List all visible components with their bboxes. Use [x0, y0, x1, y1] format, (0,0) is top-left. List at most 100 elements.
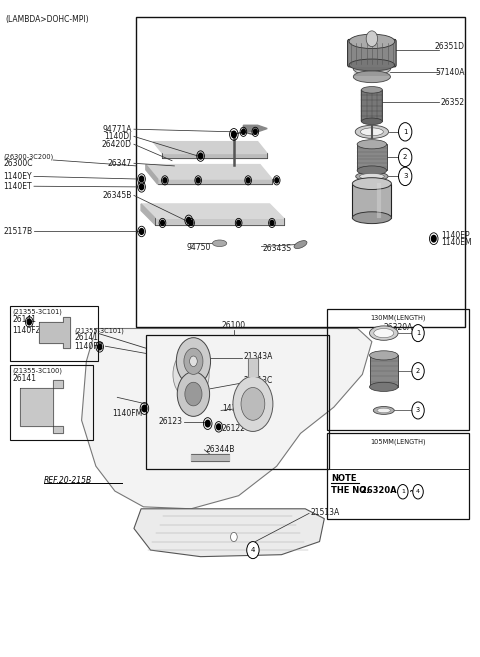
- Ellipse shape: [294, 240, 307, 248]
- Text: 26100: 26100: [222, 321, 246, 330]
- Polygon shape: [146, 165, 272, 179]
- Text: 2: 2: [416, 368, 420, 374]
- Circle shape: [398, 148, 412, 167]
- Circle shape: [237, 220, 240, 225]
- Circle shape: [398, 123, 412, 141]
- Circle shape: [412, 402, 424, 419]
- Circle shape: [270, 220, 274, 225]
- Circle shape: [27, 319, 31, 325]
- Circle shape: [397, 484, 408, 499]
- Circle shape: [140, 229, 144, 235]
- Ellipse shape: [349, 59, 395, 71]
- Text: 105MM(LENGTH): 105MM(LENGTH): [370, 439, 426, 445]
- Circle shape: [253, 129, 257, 134]
- Text: 1140EY: 1140EY: [3, 172, 32, 181]
- Circle shape: [97, 344, 102, 350]
- Circle shape: [366, 31, 378, 47]
- Text: 1140DJ: 1140DJ: [104, 132, 132, 141]
- Circle shape: [413, 484, 423, 499]
- Polygon shape: [191, 455, 229, 461]
- Text: 1140FZ: 1140FZ: [12, 326, 41, 335]
- Bar: [10, 306, 98, 361]
- Polygon shape: [163, 154, 267, 158]
- Text: 26141: 26141: [12, 315, 36, 325]
- Ellipse shape: [377, 408, 390, 413]
- Ellipse shape: [352, 177, 391, 189]
- Text: 1140EP: 1140EP: [441, 231, 469, 240]
- Text: 1: 1: [416, 330, 420, 336]
- Circle shape: [205, 420, 210, 427]
- Text: 26345B: 26345B: [102, 191, 132, 200]
- Text: (26300-3C200): (26300-3C200): [3, 154, 53, 160]
- Text: 26343S: 26343S: [263, 244, 291, 253]
- Text: 94771A: 94771A: [102, 125, 132, 133]
- Text: 26320A :: 26320A :: [361, 486, 406, 495]
- Ellipse shape: [360, 173, 384, 179]
- Circle shape: [140, 176, 144, 182]
- FancyBboxPatch shape: [348, 39, 396, 67]
- Bar: [357, 145, 386, 171]
- Circle shape: [181, 361, 201, 388]
- Text: 1: 1: [401, 489, 405, 494]
- Circle shape: [177, 372, 210, 417]
- Bar: [370, 355, 398, 387]
- Circle shape: [173, 350, 209, 399]
- Text: 94750: 94750: [186, 242, 211, 252]
- Text: 26113C: 26113C: [243, 376, 273, 386]
- Ellipse shape: [349, 34, 395, 49]
- Circle shape: [247, 541, 259, 558]
- Text: 3: 3: [403, 173, 408, 179]
- Text: 2: 2: [403, 154, 408, 160]
- Bar: [327, 434, 469, 518]
- Ellipse shape: [361, 87, 383, 93]
- Polygon shape: [243, 125, 267, 132]
- Text: 21517B: 21517B: [3, 227, 32, 236]
- Polygon shape: [141, 204, 156, 225]
- Text: 26141: 26141: [74, 332, 98, 342]
- Text: 26352: 26352: [441, 98, 465, 107]
- PathPatch shape: [82, 328, 372, 509]
- Polygon shape: [146, 165, 158, 184]
- Text: THE NO.: THE NO.: [331, 486, 370, 495]
- Ellipse shape: [213, 240, 227, 246]
- Ellipse shape: [370, 382, 398, 392]
- Circle shape: [198, 153, 203, 159]
- Circle shape: [142, 405, 147, 412]
- Ellipse shape: [360, 128, 384, 136]
- Text: (21355-3C101): (21355-3C101): [74, 327, 124, 334]
- Circle shape: [275, 178, 278, 183]
- Ellipse shape: [355, 125, 388, 139]
- Circle shape: [246, 178, 250, 183]
- Polygon shape: [156, 218, 284, 225]
- Circle shape: [184, 348, 203, 374]
- Text: 21513A: 21513A: [310, 508, 339, 516]
- Text: 57140A: 57140A: [435, 68, 465, 77]
- Circle shape: [189, 220, 193, 225]
- Bar: [146, 335, 329, 470]
- Text: 1: 1: [403, 129, 408, 135]
- Text: 26420D: 26420D: [102, 140, 132, 148]
- Ellipse shape: [353, 63, 390, 75]
- Circle shape: [185, 382, 202, 406]
- Circle shape: [163, 178, 167, 183]
- Polygon shape: [158, 179, 272, 184]
- Bar: [136, 17, 465, 327]
- Text: 1140ET: 1140ET: [3, 182, 32, 191]
- Text: (21355-3C100): (21355-3C100): [12, 368, 62, 374]
- Text: 14130: 14130: [222, 404, 246, 413]
- Ellipse shape: [356, 172, 388, 181]
- Text: 26351D: 26351D: [435, 42, 465, 51]
- Ellipse shape: [353, 71, 390, 83]
- Circle shape: [432, 235, 436, 242]
- Circle shape: [161, 220, 164, 225]
- Circle shape: [140, 184, 144, 190]
- Bar: [10, 365, 94, 440]
- Text: 3: 3: [416, 407, 420, 413]
- Text: 26122: 26122: [222, 424, 246, 434]
- Circle shape: [216, 424, 221, 430]
- Text: ~: ~: [409, 487, 417, 496]
- Ellipse shape: [357, 140, 386, 149]
- Circle shape: [176, 338, 211, 385]
- Circle shape: [412, 363, 424, 380]
- Text: 4: 4: [251, 547, 255, 553]
